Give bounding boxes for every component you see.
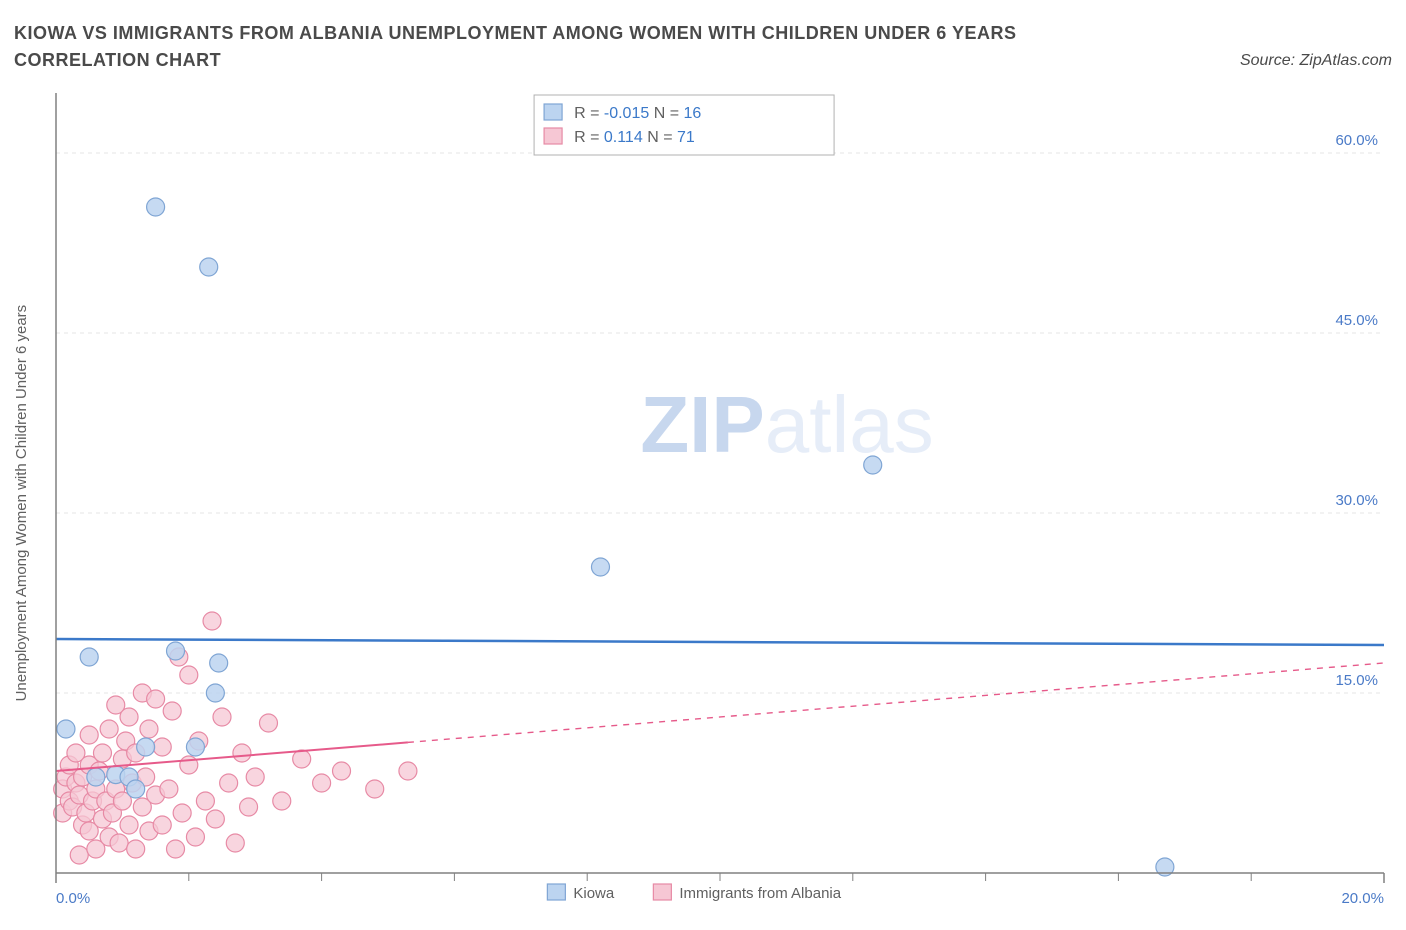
legend-swatch — [653, 884, 671, 900]
x-tick-label: 0.0% — [56, 890, 90, 907]
stats-row: R = -0.015 N = 16 — [574, 105, 701, 122]
x-tick-label: 20.0% — [1341, 890, 1384, 907]
legend-label: Immigrants from Albania — [679, 885, 841, 902]
legend-swatch — [547, 884, 565, 900]
y-tick-label: 45.0% — [1335, 312, 1378, 329]
stats-row: R = 0.114 N = 71 — [574, 129, 695, 146]
legend-swatch — [544, 128, 562, 144]
y-tick-label: 30.0% — [1335, 492, 1378, 509]
legend-swatch — [544, 104, 562, 120]
y-tick-label: 15.0% — [1335, 672, 1378, 689]
chart-header: KIOWA VS IMMIGRANTS FROM ALBANIA UNEMPLO… — [14, 20, 1392, 74]
y-axis-label: Unemployment Among Women with Children U… — [13, 305, 30, 702]
y-tick-label: 60.0% — [1335, 132, 1378, 149]
stats-box — [534, 95, 834, 155]
watermark: ZIPatlas — [640, 380, 933, 469]
correlation-scatter-chart: ZIPatlas 0.0% 20.0% 15.0% 30.0% 45.0% 60.0% Une… — [0, 85, 1406, 930]
legend-label: Kiowa — [573, 885, 615, 902]
chart-title: KIOWA VS IMMIGRANTS FROM ALBANIA UNEMPLO… — [14, 20, 1094, 74]
chart-source: Source: ZipAtlas.com — [1240, 52, 1392, 70]
